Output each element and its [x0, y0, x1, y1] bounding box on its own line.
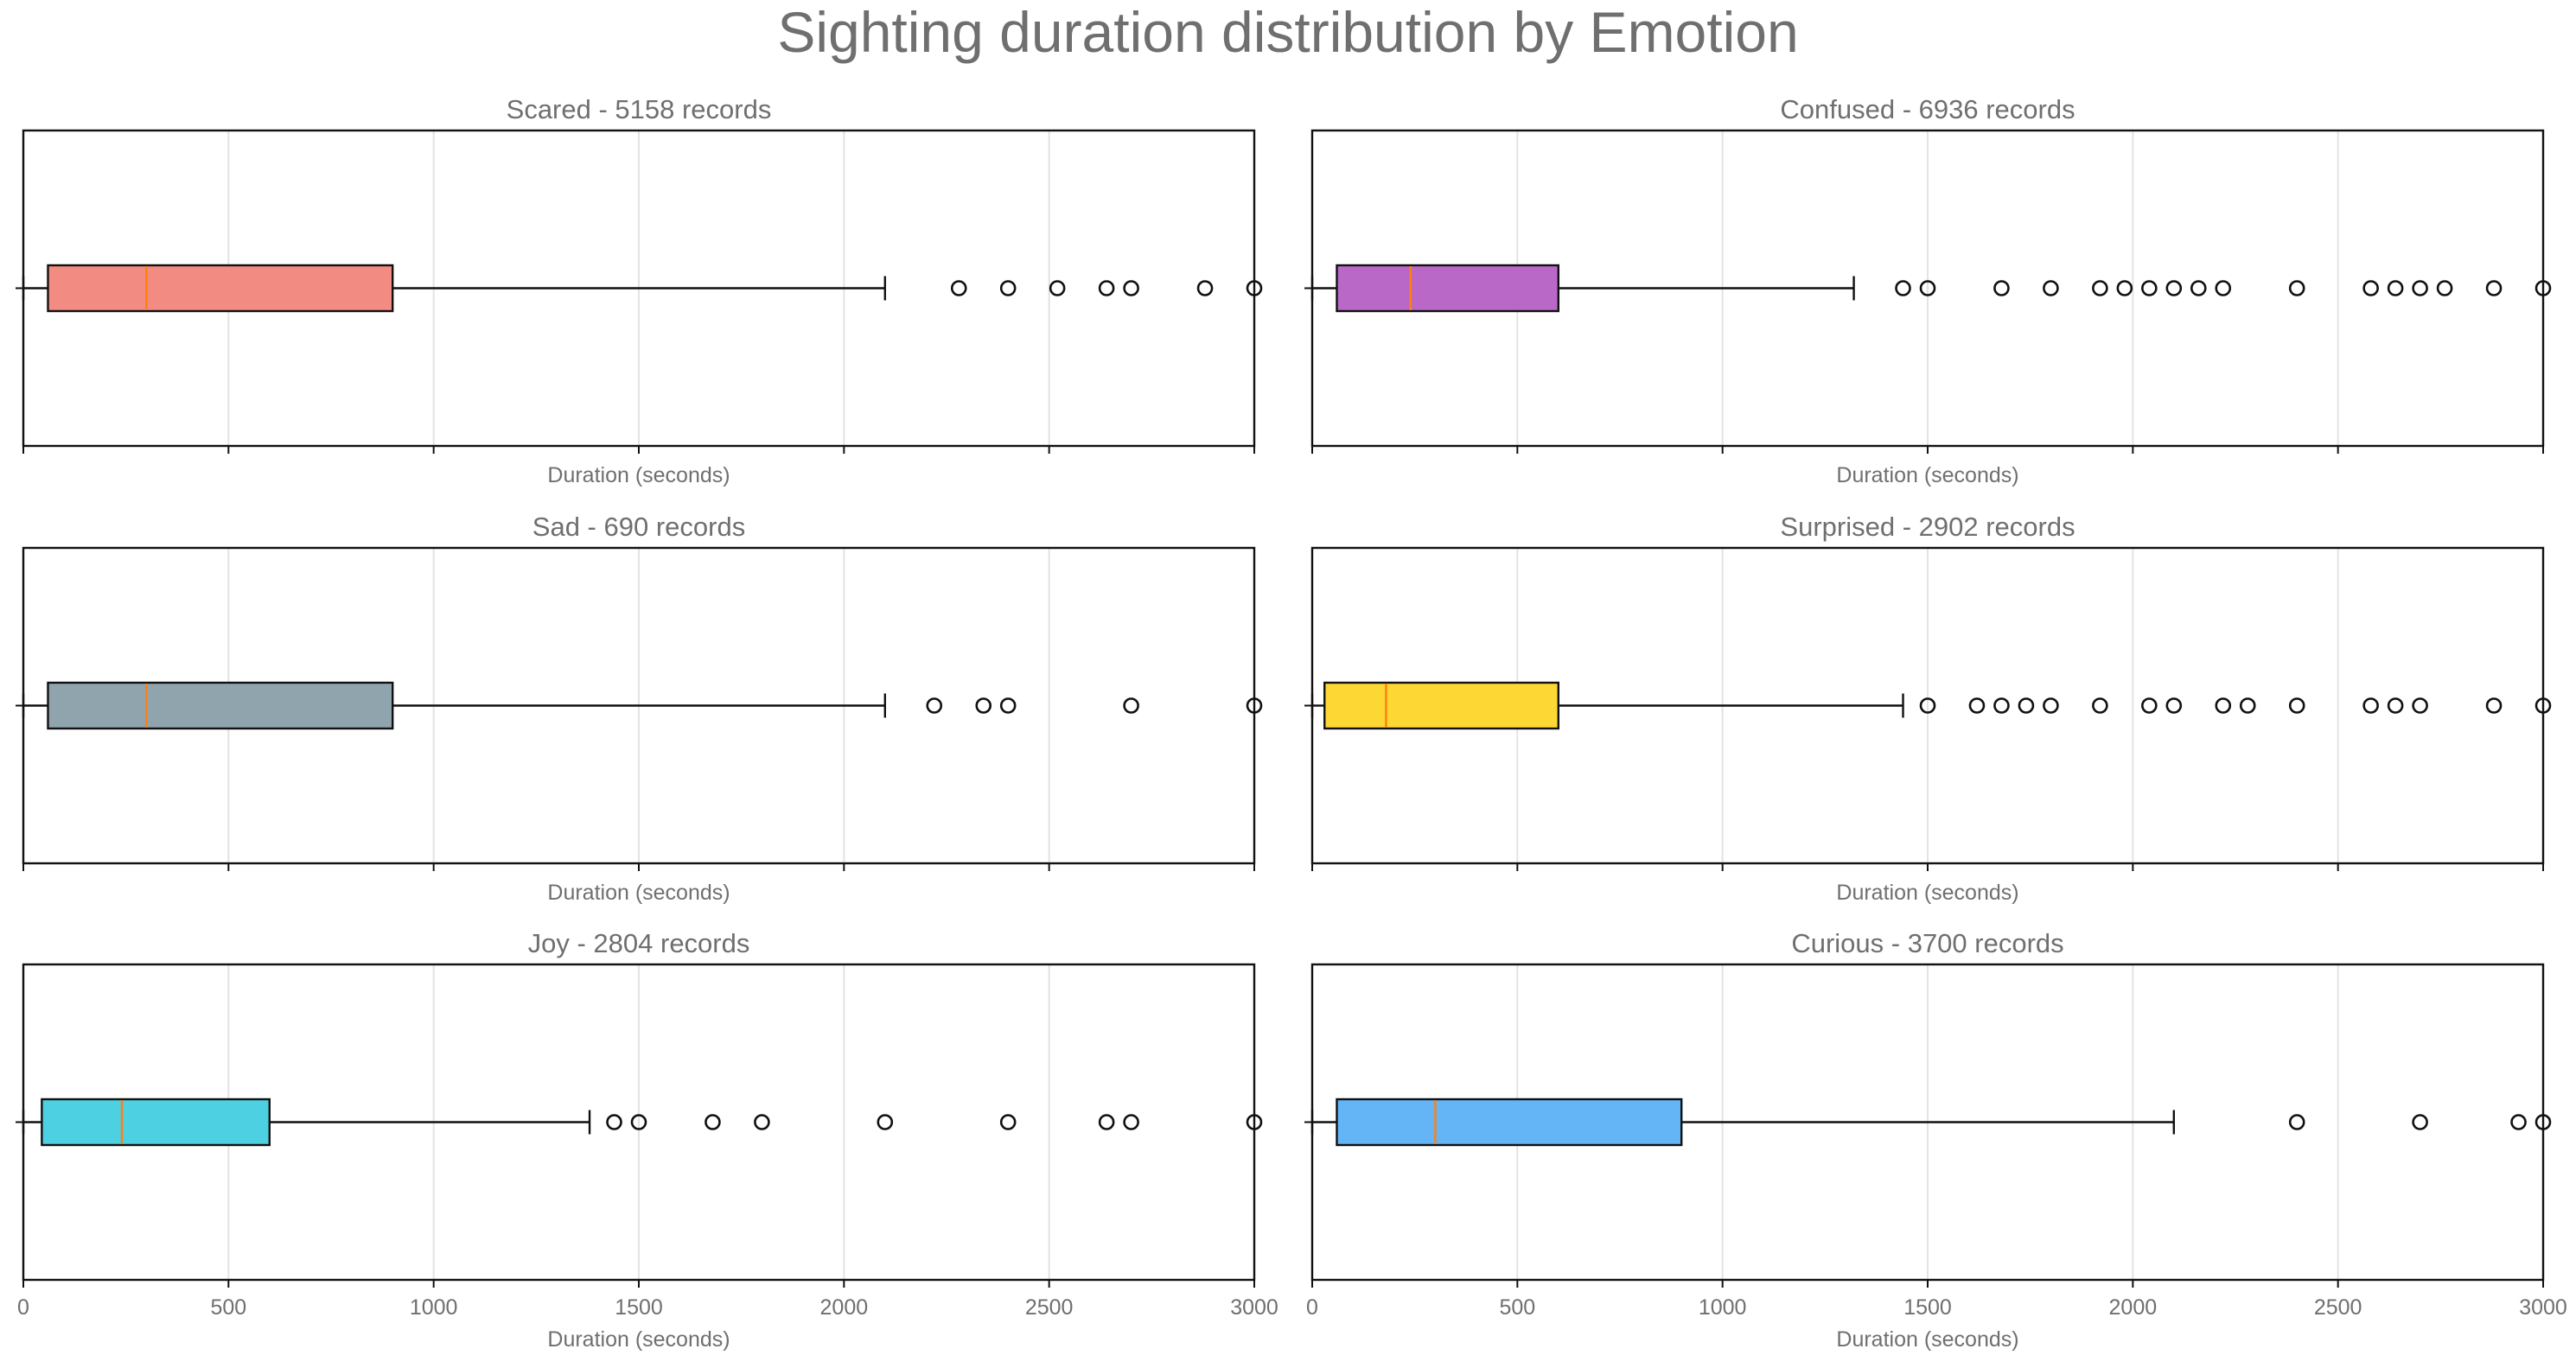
outlier-point	[1049, 280, 1066, 296]
box-iqr	[1336, 1098, 1683, 1147]
outlier-point	[1968, 697, 1986, 714]
x-tick-label: 1500	[1903, 1295, 1952, 1320]
outlier-point	[2362, 697, 2379, 714]
outlier-point	[630, 1114, 647, 1130]
x-tick-label: 1500	[615, 1295, 663, 1320]
outlier-point	[2288, 280, 2305, 296]
outlier-point	[2043, 697, 2059, 714]
outlier-point	[2165, 697, 2183, 714]
outlier-point	[926, 697, 943, 714]
x-tick-label: 2500	[2314, 1295, 2362, 1320]
outlier-point	[1246, 280, 1263, 296]
outlier-point	[2141, 280, 2158, 296]
outlier-point	[2387, 280, 2404, 296]
outlier-point	[1993, 280, 2010, 296]
panel-4: Joy - 2804 records 0 500 1000 1500 2000 2500 30…	[16, 928, 1278, 1352]
panel-title: Sad - 690 records	[532, 512, 745, 542]
x-axis-label: Duration (seconds)	[547, 881, 730, 905]
outlier-point	[999, 280, 1017, 296]
outlier-point	[1246, 697, 1263, 714]
x-axis-label: Duration (seconds)	[1836, 463, 2018, 487]
outlier-point	[2510, 1114, 2527, 1130]
panel-3: Surprised - 2902 records Duration (second…	[1304, 512, 2552, 905]
outlier-point	[877, 1114, 894, 1130]
outlier-point	[754, 1114, 770, 1130]
x-tick-label: 0	[1306, 1295, 1318, 1320]
outlier-point	[1123, 280, 1139, 296]
outlier-point	[2165, 280, 2183, 296]
outlier-point	[2412, 697, 2428, 714]
box-iqr	[47, 681, 394, 730]
x-axis-label: Duration (seconds)	[547, 463, 730, 487]
box-iqr	[1323, 681, 1559, 730]
panel-5: Curious - 3700 records 0 500 1000 1500 2000 25…	[1304, 928, 2567, 1352]
panel-title: Confused - 6936 records	[1780, 94, 2075, 124]
outlier-point	[2215, 697, 2232, 714]
outlier-point	[1123, 1114, 1139, 1130]
outlier-point	[705, 1114, 721, 1130]
outlier-point	[1123, 697, 1139, 714]
outlier-point	[999, 1114, 1017, 1130]
panel-title: Joy - 2804 records	[528, 928, 750, 958]
outlier-point	[2436, 280, 2453, 296]
panel-2: Sad - 690 records Duration (seconds)	[16, 512, 1263, 905]
outlier-point	[999, 697, 1017, 714]
outlier-point	[1895, 280, 1911, 296]
outlier-point	[2215, 280, 2232, 296]
outlier-point	[2239, 697, 2256, 714]
outlier-point	[2116, 280, 2133, 296]
outlier-point	[1196, 280, 1214, 296]
x-tick-label: 2000	[2109, 1295, 2158, 1320]
panel-1: Confused - 6936 records Duration (seconds…	[1304, 94, 2552, 487]
box-iqr	[47, 264, 394, 313]
outlier-point	[2190, 280, 2207, 296]
x-tick-label: 3000	[2519, 1295, 2567, 1320]
x-tick-label: 500	[1499, 1295, 1535, 1320]
outlier-point	[2043, 280, 2059, 296]
x-axis-label: Duration (seconds)	[547, 1327, 730, 1352]
panel-title: Scared - 5158 records	[507, 94, 772, 124]
x-axis-label: Duration (seconds)	[1836, 881, 2018, 905]
box-iqr	[41, 1098, 271, 1147]
outlier-point	[2288, 697, 2305, 714]
panel-title: Curious - 3700 records	[1791, 928, 2063, 958]
x-tick-label: 2500	[1025, 1295, 1074, 1320]
panel-0: Scared - 5158 records Duration (seconds)	[16, 94, 1263, 487]
x-tick-label: 2000	[820, 1295, 869, 1320]
outlier-point	[1919, 697, 1936, 714]
outlier-point	[2485, 697, 2503, 714]
outlier-point	[1993, 697, 2010, 714]
outlier-point	[2387, 697, 2404, 714]
x-tick-label: 1000	[1699, 1295, 1747, 1320]
outlier-point	[1246, 1114, 1263, 1130]
outlier-point	[1098, 280, 1115, 296]
outlier-point	[2535, 1114, 2552, 1130]
outlier-point	[1919, 280, 1936, 296]
outlier-point	[2412, 280, 2428, 296]
outlier-point	[2535, 697, 2552, 714]
outlier-point	[950, 280, 967, 296]
outlier-point	[975, 697, 992, 714]
chart-title: Sighting duration distribution by Emotio…	[777, 0, 1798, 64]
outlier-point	[2485, 280, 2503, 296]
box-iqr	[1336, 264, 1559, 313]
outlier-point	[2412, 1114, 2428, 1130]
outlier-point	[2018, 697, 2035, 714]
outlier-point	[2288, 1114, 2305, 1130]
outlier-point	[2092, 697, 2108, 714]
outlier-point	[2141, 697, 2158, 714]
x-tick-label: 1000	[410, 1295, 458, 1320]
outlier-point	[606, 1114, 622, 1130]
x-tick-label: 3000	[1230, 1295, 1278, 1320]
x-tick-label: 0	[17, 1295, 29, 1320]
outlier-point	[1098, 1114, 1115, 1130]
outlier-point	[2092, 280, 2108, 296]
x-axis-label: Duration (seconds)	[1836, 1327, 2018, 1352]
x-tick-label: 500	[210, 1295, 246, 1320]
outlier-point	[2535, 280, 2552, 296]
outlier-point	[2362, 280, 2379, 296]
panel-title: Surprised - 2902 records	[1780, 512, 2075, 542]
